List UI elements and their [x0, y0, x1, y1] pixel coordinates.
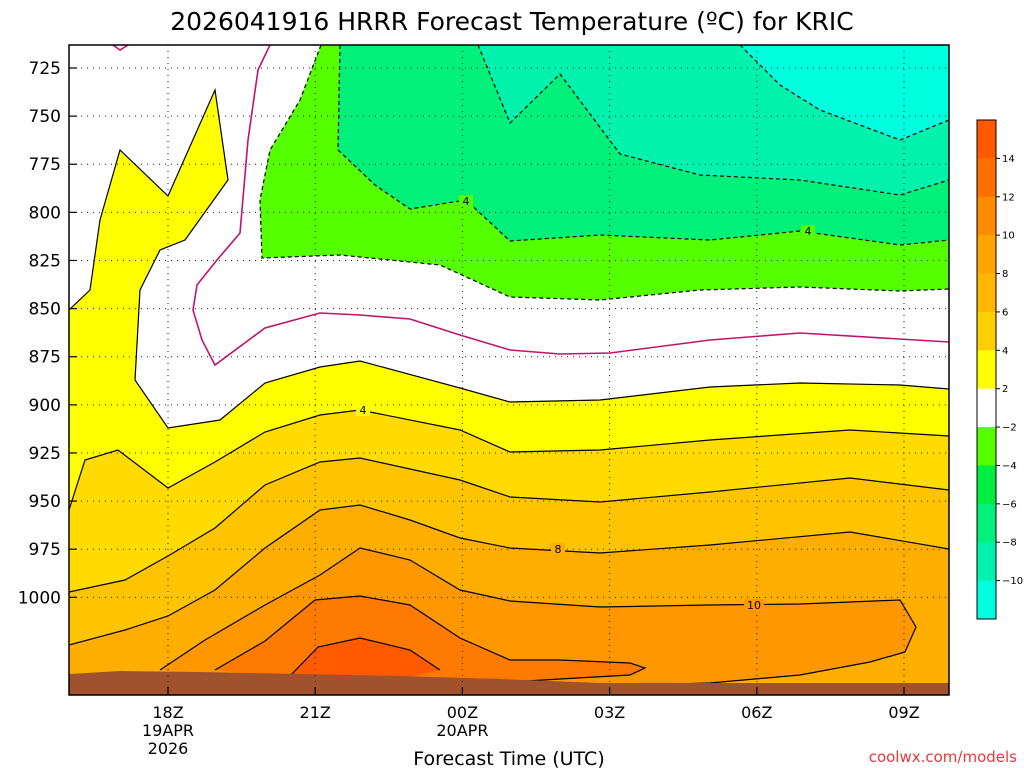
colorbar-swatch [977, 120, 996, 159]
chart-title: 2026041916 HRRR Forecast Temperature (ºC… [170, 7, 854, 36]
contour-cold-n4 [259, 45, 949, 301]
contour-label-bg [801, 225, 815, 237]
zero-isotherm-main [192, 45, 949, 367]
contour-label: 4 [463, 195, 470, 208]
colorbar-label: 6 [1002, 307, 1008, 318]
contour-warm-4 [69, 409, 949, 511]
credit-text: coolwx.com/models [869, 748, 1017, 766]
contour-label-bg [356, 404, 370, 416]
colorbar-swatch [977, 427, 996, 466]
colorbar-label: 8 [1002, 269, 1008, 280]
y-tick-label: 900 [29, 396, 61, 416]
plot-area [69, 45, 949, 695]
colorbar-label: 12 [1002, 192, 1015, 203]
contour-label: 8 [555, 543, 562, 556]
x-tick-label: 06Z [741, 703, 772, 722]
contour-warm-14 [289, 637, 441, 677]
colorbar: 14 12 10 8 6 4 2 −2 −4 −6 −8 −10 [976, 119, 1023, 620]
colorbar-frame [976, 119, 997, 620]
contour-label-bg [551, 543, 565, 555]
plot-frame [68, 44, 950, 696]
colorbar-swatch [977, 311, 996, 351]
contour-warm-8 [69, 504, 949, 646]
contour-cold-n10 [739, 45, 949, 141]
contour-label: 4 [360, 404, 367, 417]
colorbar-label: 10 [1002, 231, 1015, 242]
contour-label: 10 [747, 599, 761, 612]
ground [69, 671, 949, 695]
x-tick-label: 19APR [142, 721, 194, 740]
contour-label: 4 [805, 225, 812, 238]
colorbar-swatch [977, 580, 996, 620]
y-tick-label: 725 [29, 59, 61, 79]
y-tick-label: 800 [29, 203, 61, 223]
contour-warm-2 [69, 87, 949, 429]
contour-warm-12 [214, 595, 647, 683]
grid [69, 45, 949, 695]
y-tick-label: 875 [29, 348, 61, 368]
contour-cold-n8 [477, 45, 949, 196]
x-axis-label: Forecast Time (UTC) [413, 748, 604, 768]
contour-label-bg [459, 195, 473, 207]
colorbar-swatch [977, 235, 996, 275]
colorbar-swatch [977, 158, 996, 198]
band-cold-n10 [740, 45, 949, 140]
x-tick-label: 2026 [148, 739, 189, 758]
colorbar-label: −2 [1002, 423, 1017, 434]
colorbar-label: −8 [1002, 538, 1017, 549]
x-tick-label: 09Z [888, 703, 919, 722]
colorbar-label: −10 [1002, 576, 1023, 587]
x-tick-label: 00Z [447, 703, 478, 722]
colorbar-swatch [977, 503, 996, 543]
colorbar-swatch [977, 465, 996, 505]
y-tick-label: 825 [29, 251, 61, 271]
y-tick-label: 950 [29, 492, 61, 512]
contour-warm-10 [159, 547, 917, 687]
contour-label-bg [744, 599, 764, 611]
y-tick-label: 850 [29, 300, 61, 320]
x-tick-label: 03Z [594, 703, 625, 722]
colorbar-label: −4 [1002, 461, 1017, 472]
y-tick-label: 775 [29, 155, 61, 175]
colorbar-label: −6 [1002, 499, 1017, 510]
colorbar-swatch [977, 273, 996, 313]
band-warm-14 [290, 638, 440, 677]
colorbar-swatch [977, 196, 996, 236]
colorbar-label: 4 [1002, 346, 1008, 357]
y-tick-label: 1000 [18, 588, 61, 608]
contour-cold-n6 [337, 45, 949, 246]
x-tick-label: 18Z [152, 703, 183, 722]
x-tick-label: 21Z [300, 703, 331, 722]
y-tick-label: 975 [29, 540, 61, 560]
colorbar-swatch [977, 350, 996, 390]
y-axis: 725 750 775 800 825 850 875 900 925 950 975 1000 [18, 59, 77, 608]
y-tick-label: 750 [29, 107, 61, 127]
colorbar-label: 14 [1002, 154, 1015, 165]
colorbar-label: 2 [1002, 384, 1008, 395]
x-tick-label: 20APR [436, 721, 488, 740]
colorbar-swatch [977, 388, 996, 428]
colorbar-swatch [977, 542, 996, 582]
y-tick-label: 925 [29, 444, 61, 464]
zero-isotherm-upper [112, 45, 129, 51]
